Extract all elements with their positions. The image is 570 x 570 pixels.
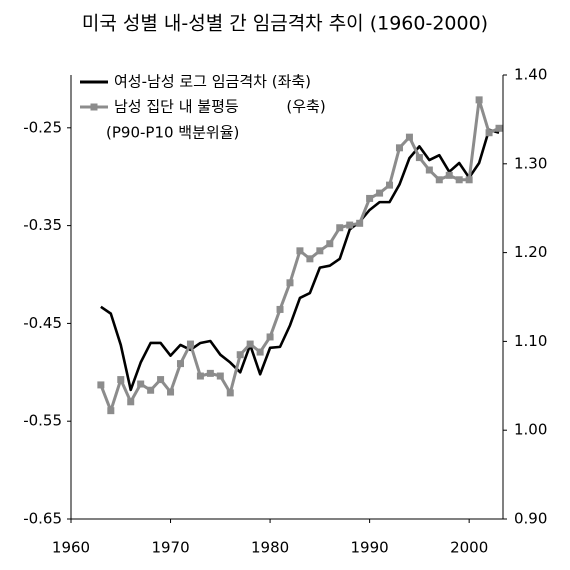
series-marker	[117, 376, 125, 384]
legend-label: 남성 집단 내 불평등 (우축)	[114, 98, 326, 116]
y-tick-label: -0.65	[23, 510, 62, 528]
series-marker	[395, 144, 403, 152]
y2-tick-label: 0.90	[514, 510, 547, 528]
x-tick-label: 1970	[151, 539, 189, 557]
series-line	[99, 98, 500, 413]
series-marker	[336, 224, 344, 232]
series-marker	[137, 380, 145, 388]
y2-tick-label: 1.10	[514, 332, 547, 350]
series-marker	[386, 181, 394, 189]
series-marker	[346, 221, 354, 229]
series-marker	[127, 398, 135, 406]
x-tick-label: 1980	[251, 539, 289, 557]
series-marker	[465, 176, 473, 184]
series-marker	[475, 96, 483, 104]
series-marker	[286, 279, 294, 287]
series-marker	[276, 305, 284, 313]
series-marker	[186, 340, 194, 348]
series-marker	[326, 240, 334, 248]
series-line	[100, 128, 500, 392]
series-marker	[226, 389, 234, 397]
legend-label: 여성-남성 로그 임금격차 (좌축)	[114, 73, 311, 91]
series-marker	[256, 348, 264, 356]
series-marker	[316, 247, 324, 255]
legend-marker	[90, 103, 98, 111]
series-marker	[376, 189, 384, 197]
series-marker	[435, 176, 443, 184]
legend-note: (P90-P10 백분위율)	[106, 124, 239, 142]
series-marker	[107, 407, 115, 415]
series-marker	[196, 372, 204, 380]
series-marker	[147, 386, 155, 394]
series-marker	[366, 194, 374, 202]
series-marker	[216, 372, 224, 380]
series-marker	[206, 369, 214, 377]
y-tick-label: -0.45	[23, 314, 62, 332]
series-marker	[495, 124, 503, 132]
y2-tick-label: 1.20	[514, 243, 547, 261]
series-marker	[306, 255, 314, 263]
chart-title: 미국 성별 내-성별 간 임금격차 추이 (1960-2000)	[82, 13, 488, 35]
series-marker	[356, 219, 364, 227]
series-marker	[415, 154, 423, 162]
series-marker	[455, 176, 463, 184]
series-marker	[485, 129, 493, 137]
series-marker	[405, 133, 413, 141]
y-tick-label: -0.25	[23, 118, 62, 136]
y-tick-label: -0.55	[23, 412, 62, 430]
x-tick-label: 1990	[351, 539, 389, 557]
y2-tick-label: 1.30	[514, 154, 547, 172]
y-tick-label: -0.35	[23, 216, 62, 234]
x-tick-label: 2000	[450, 539, 488, 557]
series-marker	[246, 340, 254, 348]
series-marker	[425, 166, 433, 174]
series-marker	[157, 376, 165, 384]
series-marker	[176, 360, 184, 368]
series-marker	[167, 388, 175, 396]
series-marker	[445, 171, 453, 179]
y2-tick-label: 1.40	[514, 66, 547, 84]
series-marker	[296, 247, 304, 255]
x-tick-label: 1960	[52, 539, 90, 557]
series-marker	[97, 381, 105, 389]
y2-tick-label: 1.00	[514, 421, 547, 439]
series-marker	[266, 333, 274, 341]
series-marker	[236, 351, 244, 359]
